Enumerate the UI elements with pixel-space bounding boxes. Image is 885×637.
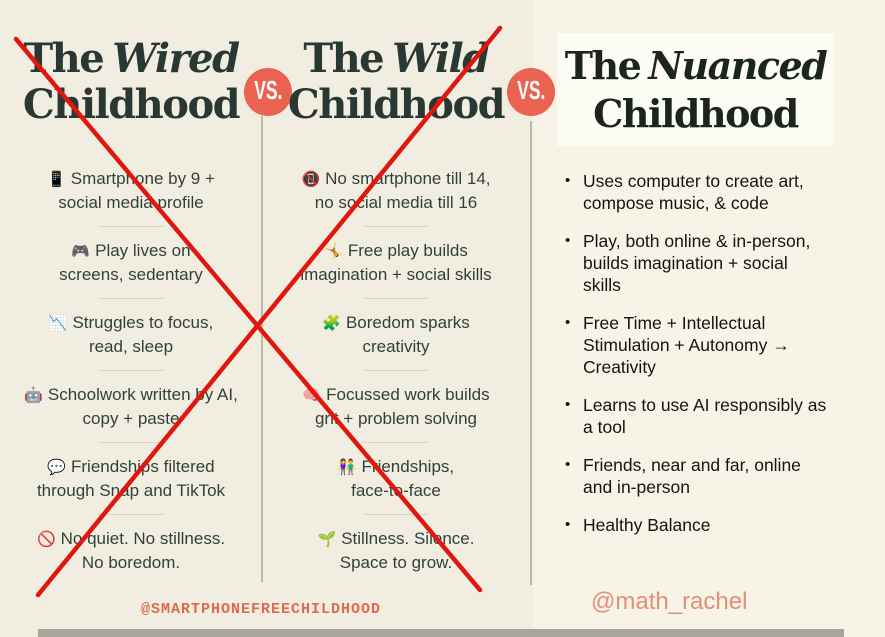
smartphone-icon: 📱 [47, 171, 66, 188]
bullet-icon: • [565, 456, 571, 473]
divider [98, 442, 164, 443]
list-item: 💬 Friendships filtered through Snap and T… [37, 455, 225, 502]
divider [363, 514, 429, 515]
bullet-icon: • [565, 172, 571, 189]
item-text: Focussed work builds grit + problem solv… [314, 385, 490, 428]
item-text: No quiet. No stillness. No boredom. [60, 529, 226, 572]
robot-icon: 🤖 [24, 387, 43, 404]
item-text: No smartphone till 14, no social media t… [314, 169, 491, 212]
list-item: • Healthy Balance [556, 514, 878, 536]
bullet-icon: • [565, 396, 571, 413]
list-item: 🎮 Play lives on screens, sedentary [59, 239, 203, 286]
bullet-icon: • [565, 314, 571, 331]
bullet-text: Free Time + Intellectual Stimulation + A… [583, 313, 790, 377]
prohibited-icon: 🚫 [36, 531, 56, 548]
list-item: 📵 No smartphone till 14, no social media … [301, 167, 490, 214]
seedling-icon: 🌱 [317, 531, 337, 548]
nuanced-bullet-list: • Uses computer to create art, compose mu… [556, 170, 878, 536]
wired-title-line2: Childhood [22, 81, 241, 128]
bullet-icon: • [565, 232, 571, 249]
list-item: • Play, both online & in-person, builds i… [556, 230, 878, 296]
nuanced-title-line1: The Nuanced [564, 42, 828, 90]
item-text: Struggles to focus, read, sleep [72, 313, 214, 356]
wild-title-word: Wild [392, 35, 490, 82]
friends-icon: 👫 [337, 459, 357, 476]
list-item: 🤸 Free play builds imagination + social s… [300, 239, 491, 286]
item-text: Smartphone by 9 + social media profile [58, 169, 215, 212]
divider [98, 298, 164, 299]
divider [363, 298, 429, 299]
nuanced-title-word: Nuanced [648, 42, 828, 88]
list-item: 🧠 Focussed work builds grit + problem sol… [302, 383, 489, 430]
author-handle: @math_rachel [591, 588, 748, 615]
cartwheel-icon: 🤸 [324, 243, 343, 260]
list-item: 📱 Smartphone by 9 + social media profile [47, 167, 215, 214]
list-item: • Free Time + Intellectual Stimulation + … [556, 312, 878, 378]
brain-icon: 🧠 [302, 387, 322, 404]
game-controller-icon: 🎮 [71, 243, 91, 260]
bullet-text: Friends, near and far, online and in-per… [583, 455, 801, 497]
nuanced-title-line2: Childhood [593, 90, 799, 136]
wild-title-the: The [303, 35, 384, 82]
nuanced-title-the: The [564, 42, 642, 88]
item-text: Schoolwork written by AI, copy + paste [47, 385, 238, 428]
no-mobile-phone-icon: 📵 [301, 171, 321, 188]
vs-badge: VS. [507, 68, 555, 116]
wired-title: The Wired Childhood [18, 36, 244, 128]
column-divider [530, 121, 532, 585]
divider [363, 370, 429, 371]
item-text: Boredom sparks creativity [345, 313, 470, 356]
bullet-text: Healthy Balance [583, 515, 711, 535]
divider [98, 370, 164, 371]
vs-label: VS. [253, 76, 283, 106]
chart-decreasing-icon: 📉 [48, 315, 68, 332]
list-item: 🤖 Schoolwork written by AI, copy + paste [24, 383, 238, 430]
wild-item-list: 📵 No smartphone till 14, no social media … [274, 167, 518, 574]
nuanced-title: The Nuanced Childhood [557, 33, 834, 146]
speech-bubble-icon: 💬 [47, 459, 67, 476]
list-item: • Learns to use AI responsibly as a tool [556, 394, 878, 438]
bullet-text: Uses computer to create art, compose mus… [583, 171, 804, 213]
wired-title-the: The [23, 35, 104, 82]
divider [363, 442, 429, 443]
wired-item-list: 📱 Smartphone by 9 + social media profile … [9, 167, 253, 574]
list-item: • Uses computer to create art, compose mu… [556, 170, 878, 214]
item-text: Friendships, face-to-face [351, 457, 455, 500]
list-item: 🚫 No quiet. No stillness. No boredom. [37, 527, 225, 574]
list-item: 🌱 Stillness. Silence. Space to grow. [318, 527, 475, 574]
item-text: Stillness. Silence. Space to grow. [339, 529, 475, 572]
bullet-text: Learns to use AI responsibly as a tool [583, 395, 827, 437]
divider [98, 226, 164, 227]
column-divider [261, 116, 263, 582]
poster-credit-handle: @SMARTPHONEFREECHILDHOOD [140, 601, 382, 618]
wild-title: The Wild Childhood [282, 36, 510, 128]
puzzle-piece-icon: 🧩 [322, 315, 341, 332]
vs-label: VS. [516, 76, 546, 106]
divider [98, 514, 164, 515]
list-item: 📉 Struggles to focus, read, sleep [49, 311, 214, 358]
list-item: 👫 Friendships, face-to-face [338, 455, 454, 502]
bullet-icon: • [565, 516, 571, 533]
list-item: 🧩 Boredom sparks creativity [322, 311, 469, 358]
wild-title-line2: Childhood [287, 81, 506, 128]
bullet-text: Play, both online & in-person, builds im… [583, 231, 811, 295]
divider [363, 226, 429, 227]
wired-title-word: Wired [112, 35, 240, 82]
bottom-edge-strip [38, 629, 844, 637]
list-item: • Friends, near and far, online and in-pe… [556, 454, 878, 498]
